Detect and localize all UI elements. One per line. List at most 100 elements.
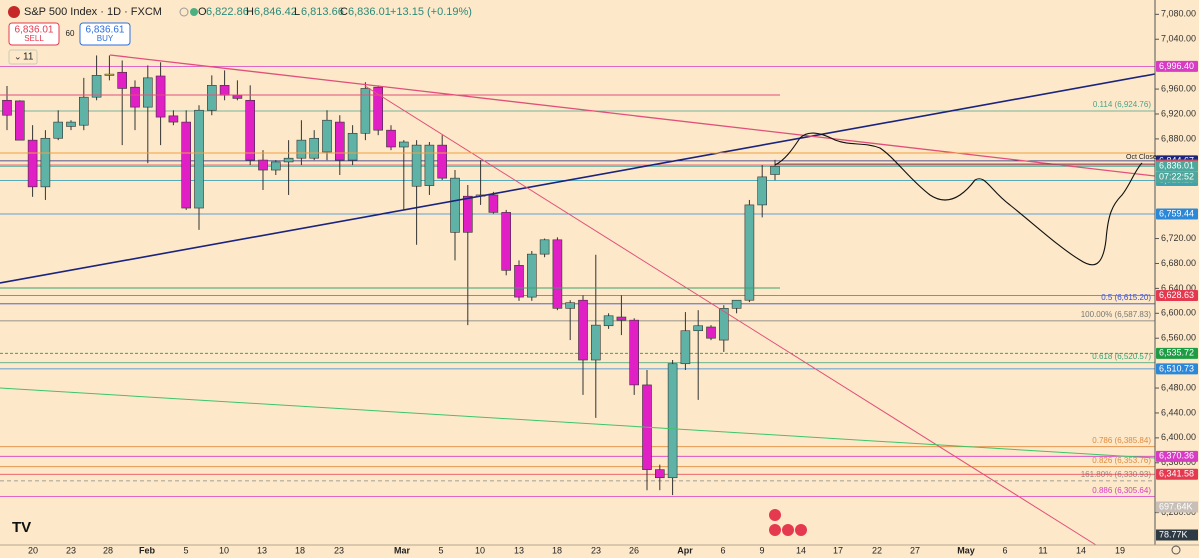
candle-body [539, 239, 550, 255]
x-tick-label: 5 [183, 545, 188, 555]
candle-body [667, 363, 678, 479]
candle-body [693, 325, 704, 332]
event-icon[interactable] [769, 524, 781, 536]
candle-body [565, 302, 576, 309]
fib-label: 0.886 (6,305.64) [1092, 486, 1151, 495]
price-badge-label: 6,759.44 [1159, 208, 1194, 218]
x-tick-label: 5 [438, 545, 443, 555]
price-badge [1156, 468, 1198, 480]
sell-price[interactable]: 6,836.01 [15, 25, 54, 36]
x-tick-label: 13 [514, 545, 524, 555]
fib-label: 0.114 (6,924.76) [1093, 100, 1151, 109]
x-tick-label: 26 [629, 545, 639, 555]
candle-body [270, 161, 281, 171]
price-badge-label: 6,510.73 [1159, 363, 1194, 373]
candle-body [91, 75, 102, 98]
candle-body [181, 121, 191, 209]
settings-icon[interactable] [1171, 545, 1181, 555]
trend-line [109, 54, 1156, 177]
volume-badge [1156, 529, 1198, 541]
price-badge [1156, 363, 1198, 375]
x-tick-label: Feb [139, 545, 156, 555]
x-tick-label: 6 [720, 545, 725, 555]
candle-body [53, 121, 64, 139]
candle-body [526, 253, 537, 298]
x-tick-label: 23 [334, 545, 344, 555]
y-tick-label: 6,680.00 [1161, 258, 1196, 268]
x-tick-label: 19 [1115, 545, 1125, 555]
sell-button[interactable] [8, 22, 60, 46]
candle-body [360, 88, 371, 134]
buy-label[interactable]: BUY [97, 34, 114, 43]
candle-body [258, 159, 268, 171]
y-tick-label: 6,720.00 [1161, 233, 1196, 243]
x-tick-label: 11 [1038, 545, 1047, 555]
status-icon [190, 8, 198, 16]
ohlc-value: 6,822.86 [206, 6, 249, 18]
price-badge-label: 6,370.36 [1159, 451, 1194, 461]
x-tick-label: Apr [677, 545, 693, 555]
candle-body [143, 77, 153, 108]
candle-body [488, 194, 499, 213]
toggle-arrow[interactable]: ⌄ [14, 51, 22, 61]
candle-body [552, 239, 563, 309]
ohlc-value: 6,846.42 [254, 6, 297, 18]
candle-body [514, 265, 524, 298]
candle-body [232, 94, 243, 99]
candle-body [616, 316, 627, 321]
candle-body [219, 85, 230, 96]
candle-body [398, 141, 409, 148]
y-tick-label: 6,600.00 [1161, 308, 1196, 318]
y-tick-label: 6,560.00 [1161, 333, 1196, 343]
candle-body [296, 139, 307, 159]
x-tick-label: 17 [833, 545, 843, 555]
candle-body [322, 119, 332, 153]
volume-badge [1156, 501, 1198, 513]
candle-body [2, 99, 12, 116]
x-tick-label: 27 [910, 545, 920, 555]
countdown-badge [1156, 171, 1198, 183]
candle-body [411, 144, 422, 187]
buy-price[interactable]: 6,836.61 [86, 25, 125, 36]
candle-body [603, 315, 614, 327]
sell-label[interactable]: SELL [24, 34, 44, 43]
candle-body [207, 85, 217, 111]
indicator-toggle[interactable] [8, 49, 38, 65]
event-icon[interactable] [782, 524, 794, 536]
x-tick-label: 20 [28, 545, 38, 555]
price-badge [1156, 60, 1198, 72]
event-icon[interactable] [795, 524, 807, 536]
x-tick-label: 14 [1076, 545, 1086, 555]
candle-body [770, 165, 780, 175]
candle-body [731, 299, 742, 309]
candle-body [744, 204, 755, 301]
change: +13.15 (+0.19%) [390, 6, 472, 18]
candle-body [155, 75, 166, 118]
x-tick-label: 28 [103, 545, 113, 555]
logo: TV [12, 519, 31, 536]
countdown-label: 07:22:52 [1159, 172, 1194, 182]
indicator-count[interactable]: 11 [23, 52, 34, 63]
x-tick-label: 18 [295, 545, 305, 555]
trend-line [0, 73, 1156, 284]
ohlc-label: O [198, 6, 207, 18]
symbol-icon[interactable] [8, 6, 20, 18]
price-badge-label: 6,628.63 [1159, 290, 1194, 300]
price-badge [1156, 208, 1198, 220]
event-icon[interactable] [769, 509, 781, 521]
trend-line [0, 387, 1156, 459]
ohlc-value: 6,836.01 [348, 6, 391, 18]
buy-button[interactable] [79, 22, 131, 46]
fib-label: 0.826 (6,353.76) [1092, 456, 1151, 465]
candle-body [462, 195, 473, 233]
fib-label: 0.786 (6,385.84) [1092, 436, 1151, 445]
icon[interactable] [179, 7, 189, 17]
symbol-title[interactable]: S&P 500 Index · 1D · FXCM [24, 6, 162, 18]
price-badge-label: 6,535.72 [1159, 348, 1194, 358]
x-tick-label: 6 [1002, 545, 1007, 555]
fib-label: 0.5 (6,615.20) [1101, 293, 1151, 302]
y-tick-label: 6,640.00 [1161, 283, 1196, 293]
candle-body [117, 71, 127, 89]
price-badge [1156, 347, 1198, 359]
